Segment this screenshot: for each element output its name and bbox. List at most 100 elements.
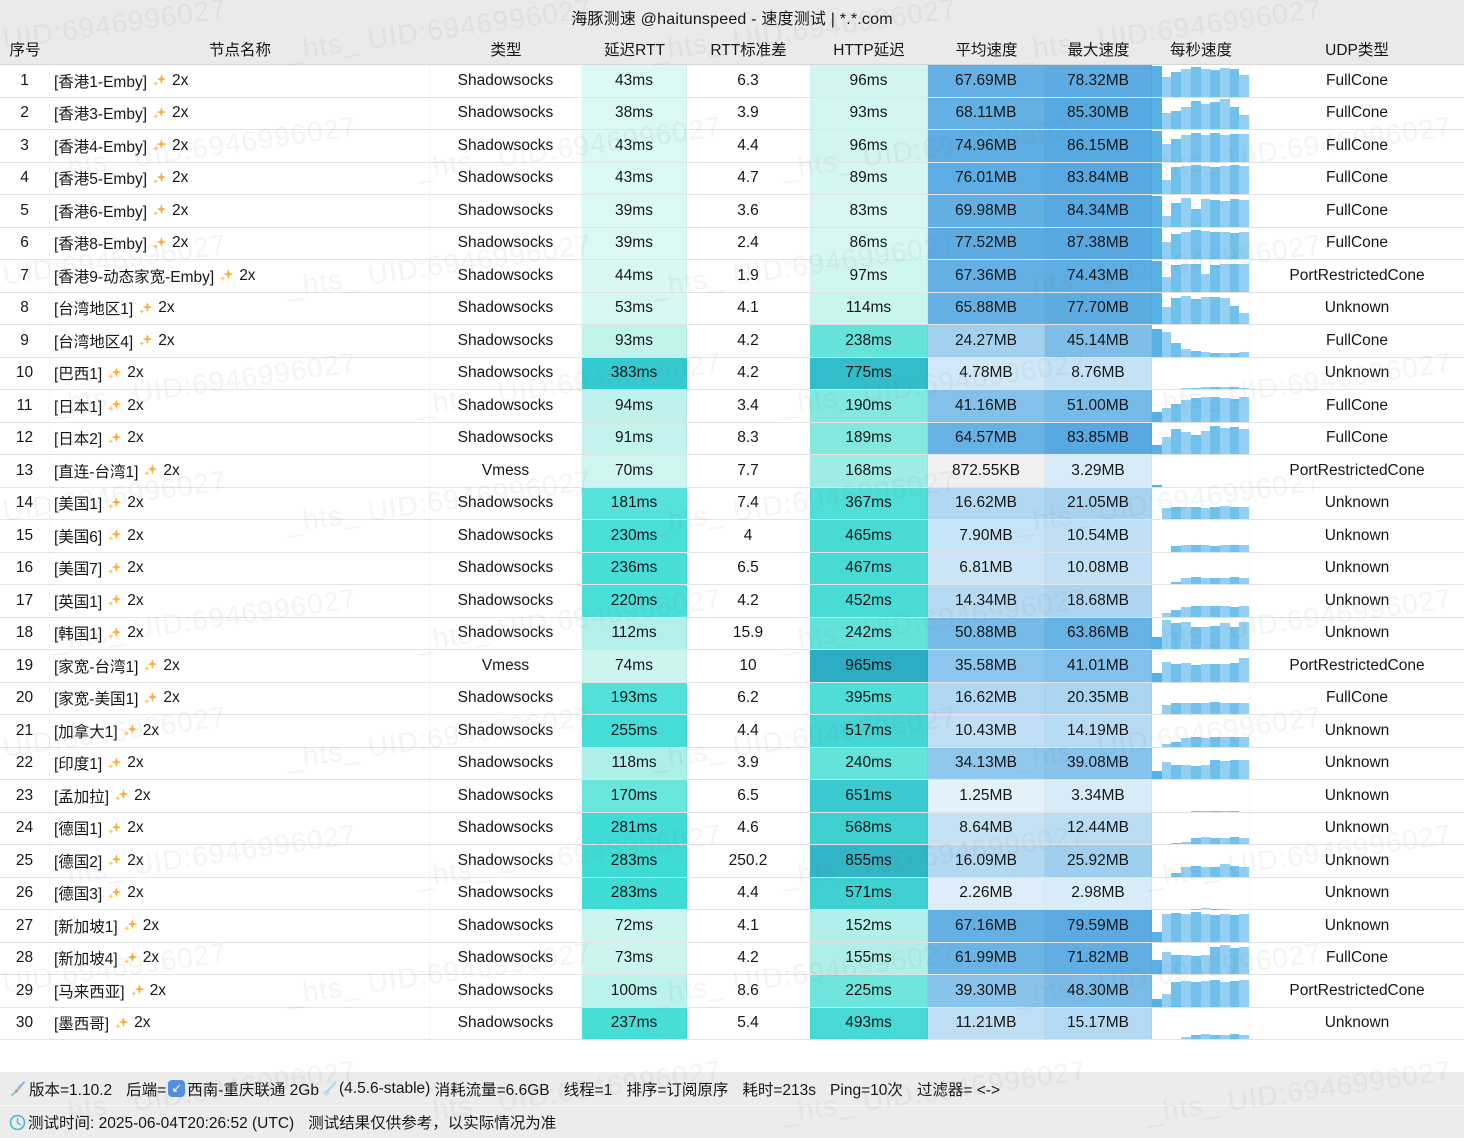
speed-bar — [1200, 507, 1211, 519]
speed-bar — [1200, 810, 1211, 812]
speed-bar — [1229, 947, 1240, 974]
rtt-stddev-cell: 15.9 — [687, 618, 810, 650]
node-name-text: [加拿大1] — [54, 723, 118, 741]
node-name: [台湾地区1] 2x — [50, 293, 430, 325]
speed-bar — [1210, 980, 1220, 1007]
per-second-speed-chart — [1152, 65, 1250, 97]
speed-chart — [1152, 455, 1250, 487]
avg-speed-cell: 14.34MB — [928, 585, 1045, 617]
table-row: 11 [日本1] 2x Shadowsocks 94ms 3.4 190ms 41.16MB 5… — [0, 390, 1464, 423]
row-index: 21 — [0, 715, 50, 747]
udp-type-cell: Unknown — [1324, 591, 1390, 609]
speed-bar — [1171, 404, 1182, 422]
column-header-0: 序号 — [9, 41, 41, 59]
table-row: 28 [新加坡4] 2x Shadowsocks 73ms 4.2 155ms 61.99MB… — [0, 942, 1464, 975]
backend-name: 西南-重庆联通 2Gb — [187, 1081, 319, 1099]
rtt-stddev-cell: 3.9 — [687, 748, 810, 780]
speed-bar — [1161, 914, 1172, 942]
max-speed-cell: 12.44MB — [1045, 812, 1152, 844]
speed-bar — [1152, 260, 1162, 292]
time-segment: 测试时间: 2025-06-04T20:26:52 (UTC) — [7, 1111, 294, 1133]
node-multiplier: 2x — [127, 494, 144, 512]
speed-bar — [1229, 544, 1240, 552]
udp-type-cell: Unknown — [1324, 754, 1390, 772]
speed-bar — [1239, 313, 1250, 324]
speed-bar — [1219, 264, 1230, 292]
max-speed-cell: 45.14MB — [1045, 325, 1152, 357]
speed-bar — [1171, 342, 1182, 357]
row-index: 4 — [0, 163, 50, 195]
node-type: Vmess — [430, 650, 582, 682]
udp-type-cell: PortRestrictedCone — [1289, 461, 1425, 479]
sparkles-icon — [138, 333, 153, 348]
speed-bar — [1219, 505, 1230, 519]
rtt-stddev-cell: 4.2 — [687, 325, 810, 357]
http-latency-cell: 242ms — [810, 617, 928, 649]
speed-chart — [1152, 423, 1250, 454]
speed-chart — [1152, 650, 1250, 682]
speed-bar — [1190, 956, 1201, 974]
sparkles-icon — [107, 756, 122, 771]
node-type: Shadowsocks — [430, 585, 582, 617]
speed-bar — [1200, 545, 1211, 552]
node-name-text: [日本2] — [54, 431, 103, 449]
filter-text: 过滤器= <-> — [916, 1081, 1000, 1099]
per-second-speed-chart — [1152, 195, 1250, 227]
row-index: 12 — [0, 423, 50, 455]
rtt-stddev-cell: 6.3 — [687, 65, 810, 97]
avg-speed-cell: 67.16MB — [928, 910, 1045, 942]
udp-type-cell: Unknown — [1324, 786, 1390, 804]
node-multiplier: 2x — [127, 884, 144, 902]
speed-bar — [1210, 397, 1220, 422]
status-line-time: 测试时间: 2025-06-04T20:26:52 (UTC) 测试结果仅供参考… — [0, 1105, 1464, 1138]
speed-bar — [1219, 622, 1230, 649]
per-second-speed-chart — [1152, 813, 1250, 844]
column-header-4: RTT标准差 — [710, 41, 787, 59]
speed-bar — [1181, 867, 1191, 877]
speed-bar — [1200, 166, 1211, 194]
speed-chart — [1152, 228, 1250, 259]
speed-bar — [1210, 702, 1220, 714]
speed-bar — [1181, 197, 1191, 227]
http-latency-cell: 568ms — [810, 812, 928, 844]
speed-bar — [1200, 954, 1211, 974]
row-index: 14 — [0, 488, 50, 520]
table-row: 3 [香港4-Emby] 2x Shadowsocks 43ms 4.4 96ms 74.96… — [0, 130, 1464, 163]
column-header-2: 类型 — [490, 41, 522, 59]
column-header-6: 平均速度 — [955, 41, 1018, 59]
http-latency-cell: 517ms — [810, 715, 928, 747]
speed-bar — [1190, 264, 1201, 292]
speed-chart — [1152, 618, 1250, 649]
speed-bar — [1181, 506, 1191, 519]
speed-bar — [1171, 429, 1182, 454]
node-name-text: [马来西亚] — [54, 983, 125, 1001]
backend-version: (4.5.6-stable) — [338, 1079, 431, 1097]
rtt-stddev-cell: 3.4 — [687, 390, 810, 422]
node-name: [美国7] 2x — [50, 553, 430, 585]
avg-speed-cell: 64.57MB — [928, 422, 1045, 454]
speed-bar — [1219, 761, 1230, 779]
speed-bar — [1219, 386, 1230, 389]
row-index: 20 — [0, 683, 50, 715]
max-speed-cell: 41.01MB — [1045, 650, 1152, 682]
http-latency-cell: 168ms — [810, 455, 928, 487]
rtt-cell: 91ms — [582, 422, 687, 454]
node-type: Shadowsocks — [430, 780, 582, 812]
row-index: 3 — [0, 130, 50, 162]
speed-bar — [1152, 228, 1162, 259]
speed-bar — [1200, 103, 1211, 129]
speed-bar — [1181, 231, 1191, 259]
speed-chart — [1152, 195, 1250, 227]
avg-speed-cell: 4.78MB — [928, 357, 1045, 389]
speed-bar — [1181, 606, 1191, 617]
max-speed-cell: 79.59MB — [1045, 910, 1152, 942]
sparkles-icon — [219, 268, 234, 283]
speed-bar — [1239, 507, 1250, 519]
speed-bar — [1210, 663, 1220, 682]
max-speed-cell: 71.82MB — [1045, 942, 1152, 974]
row-index: 27 — [0, 910, 50, 942]
avg-speed-cell: 16.09MB — [928, 845, 1045, 877]
version-text: 版本=1.10.2 — [29, 1081, 113, 1099]
udp-type-cell: Unknown — [1324, 916, 1390, 934]
node-name: [美国6] 2x — [50, 520, 430, 552]
